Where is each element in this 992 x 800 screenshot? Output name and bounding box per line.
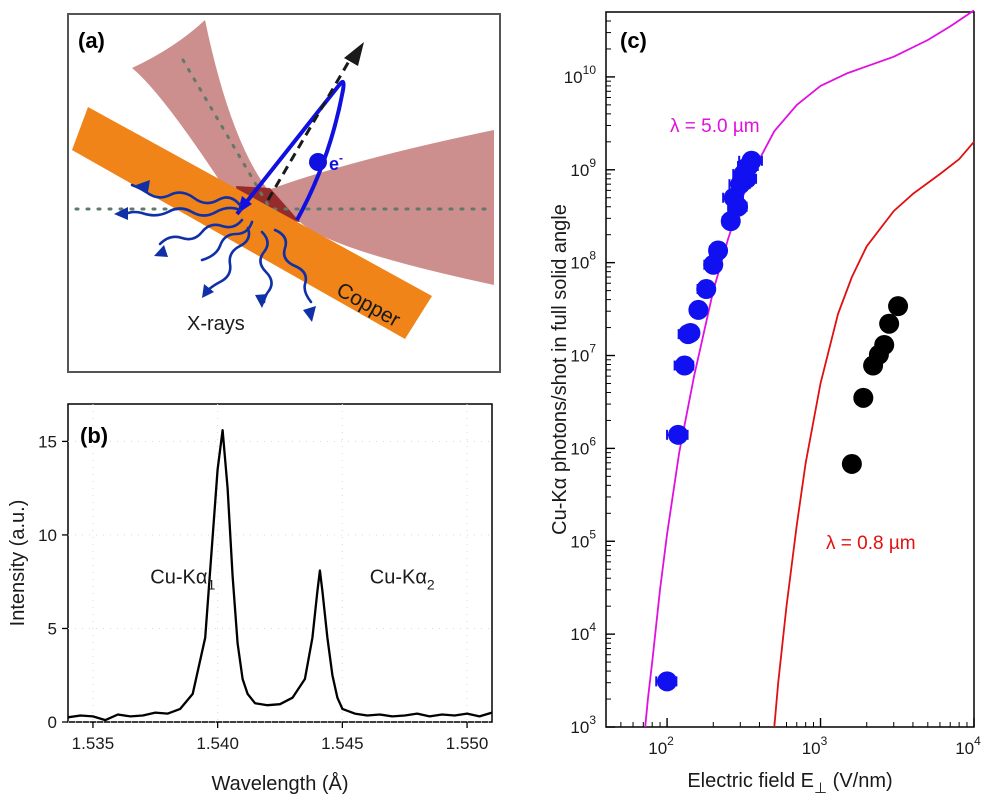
data-point-5um: [727, 196, 749, 217]
electron-label: e-: [329, 151, 343, 174]
xray-ray: [273, 228, 313, 304]
data-point-08um: [841, 453, 862, 474]
panel-a: Copper e- X-rays (a): [67, 13, 501, 373]
panel-a-letter: (a): [78, 28, 105, 53]
xray-ray: [130, 183, 242, 207]
marker: [674, 355, 695, 376]
marker: [728, 196, 749, 217]
marker: [741, 150, 762, 171]
panel-c-points: [655, 150, 909, 692]
data-point-08um: [888, 296, 909, 317]
y-tick-label: 106: [570, 434, 596, 458]
marker: [708, 240, 729, 261]
panel-b-x-axis-label: Wavelength (Å): [211, 772, 348, 795]
spectrum-line: [67, 429, 493, 722]
data-point-08um: [853, 387, 874, 408]
data-point-5um: [655, 671, 678, 692]
y-tick-label: 105: [570, 527, 596, 551]
y-tick-label: 109: [570, 156, 596, 180]
data-point-5um: [696, 279, 717, 300]
panel-c-letter: (c): [620, 28, 647, 53]
xray-ray: [206, 226, 251, 292]
marker: [657, 671, 678, 692]
panel-c-curve-labels: λ = 5.0 µm λ = 0.8 µm: [670, 116, 916, 554]
marker: [841, 453, 862, 474]
data-point-08um: [879, 313, 900, 334]
xray-arrowhead: [154, 245, 168, 257]
curve-08um: [773, 141, 975, 728]
xray-arrowhead: [303, 306, 316, 322]
xray-ray: [200, 220, 254, 262]
xray-ray: [126, 206, 242, 217]
data-point-5um: [680, 322, 701, 343]
panel-b-y-axis-label: Intensity (a.u.): [7, 500, 29, 627]
panel-c-ticks: 102 103 104 103 104 105 106 107 108 109 1010: [564, 11, 981, 758]
y-tick-label: 108: [570, 249, 596, 273]
panel-c-y-axis-label: Cu-Kα photons/shot in full solid angle: [549, 204, 571, 535]
laser-beam: [132, 20, 494, 285]
y-tick-label: 0: [48, 713, 57, 732]
xray-arrowheads: [114, 180, 316, 322]
panel-b-grid: [68, 404, 492, 723]
marker: [879, 313, 900, 334]
x-tick-label: 104: [955, 734, 981, 758]
y-tick-label: 10: [38, 526, 57, 545]
y-tick-label: 103: [570, 713, 596, 737]
xray-arrowhead: [136, 180, 150, 192]
data-point-5um: [708, 240, 729, 261]
direction-arrowhead: [344, 42, 364, 66]
data-point-5um: [673, 355, 695, 376]
marker: [696, 279, 717, 300]
x-tick-label: 103: [802, 734, 828, 758]
panel-b-annotations: Cu-Kα1 Cu-Kα2: [150, 567, 435, 593]
xray-arrowhead: [202, 284, 214, 298]
data-point-08um: [874, 334, 895, 355]
marker: [668, 424, 689, 445]
data-point-5um: [738, 150, 763, 171]
data-point-5um: [688, 299, 709, 320]
x-tick-label: 1.540: [196, 734, 239, 753]
curve-label: λ = 0.8 µm: [826, 533, 916, 554]
peak-label: Cu-Kα2: [370, 567, 435, 593]
panel-c: 102 103 104 103 104 105 106 107 108 109 1010 λ = 5…: [549, 9, 981, 797]
y-tick-label: 15: [38, 432, 57, 451]
y-tick-label: 107: [570, 342, 596, 366]
marker: [688, 299, 709, 320]
panel-b-ticks: 1.535 1.540 1.545 1.550 0 5 10 15: [38, 432, 488, 753]
marker: [888, 296, 909, 317]
electron-dot: [309, 153, 327, 171]
x-tick-label: 1.545: [321, 734, 364, 753]
marker: [853, 387, 874, 408]
y-tick-label: 104: [570, 620, 596, 644]
xray-arrowhead: [255, 294, 268, 308]
xray-ray: [158, 218, 244, 246]
propagation-direction-arrow: [266, 55, 354, 201]
electron-trajectory: [235, 80, 346, 221]
panel-b-letter: (b): [80, 423, 108, 448]
y-tick-label: 1010: [564, 63, 597, 87]
panel-c-frame: [605, 11, 975, 728]
y-tick-label: 5: [48, 619, 57, 638]
panel-c-x-axis-label: Electric field E⊥ (V/nm): [687, 770, 892, 797]
xrays-group: [126, 183, 313, 304]
xrays-label: X-rays: [187, 313, 245, 335]
data-point-5um: [666, 424, 689, 445]
marker: [874, 334, 895, 355]
panel-b-frame: [67, 403, 493, 723]
x-tick-label: 1.550: [446, 734, 489, 753]
curve-label: λ = 5.0 µm: [670, 116, 760, 137]
peak-label: Cu-Kα1: [150, 567, 215, 593]
x-tick-label: 1.535: [72, 734, 115, 753]
xray-arrowhead: [114, 207, 128, 220]
x-tick-label: 102: [648, 734, 674, 758]
marker: [680, 322, 701, 343]
